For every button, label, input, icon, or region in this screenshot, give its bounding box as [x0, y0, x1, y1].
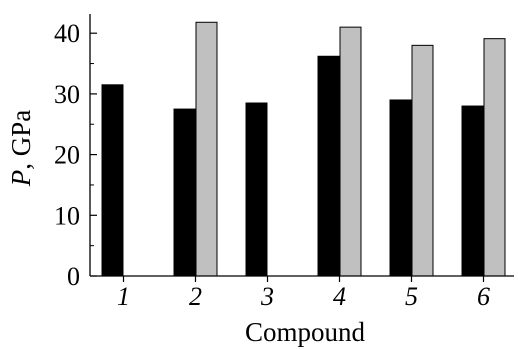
- x-tick-label-3: 3: [260, 282, 274, 311]
- bars-group: [101, 21, 506, 277]
- y-axis-title: P, GPa: [6, 110, 36, 188]
- y-tick-label-0: 0: [67, 262, 80, 291]
- bar-gray-2: [195, 21, 218, 277]
- axes-group: [89, 14, 514, 277]
- y-ticks-group: 0 10 20 30 40: [54, 19, 97, 291]
- x-tick-label-2: 2: [189, 282, 202, 311]
- bar-gray-5: [411, 44, 434, 277]
- bar-black-3: [245, 102, 268, 277]
- y-tick-label-10: 10: [54, 201, 80, 230]
- bar-black-5: [389, 99, 412, 277]
- bar-gray-6: [483, 38, 506, 277]
- y-tick-label-40: 40: [54, 19, 80, 48]
- x-axis-title: Compound: [245, 317, 366, 347]
- bar-black-6: [461, 105, 484, 277]
- bar-black-2: [173, 108, 196, 277]
- x-ticks-group: 1 2 3 4 5 6: [117, 276, 490, 311]
- x-tick-label-4: 4: [333, 282, 346, 311]
- x-tick-label-6: 6: [477, 282, 490, 311]
- x-tick-label-5: 5: [405, 282, 418, 311]
- bar-gray-4: [339, 26, 362, 277]
- y-tick-label-20: 20: [54, 141, 80, 170]
- bar-black-1: [101, 84, 124, 277]
- y-axis-title-symbol: P: [6, 170, 36, 188]
- bar-black-4: [317, 55, 340, 277]
- y-axis-title-unit: , GPa: [6, 110, 36, 170]
- x-tick-label-1: 1: [117, 282, 130, 311]
- y-tick-label-30: 30: [54, 80, 80, 109]
